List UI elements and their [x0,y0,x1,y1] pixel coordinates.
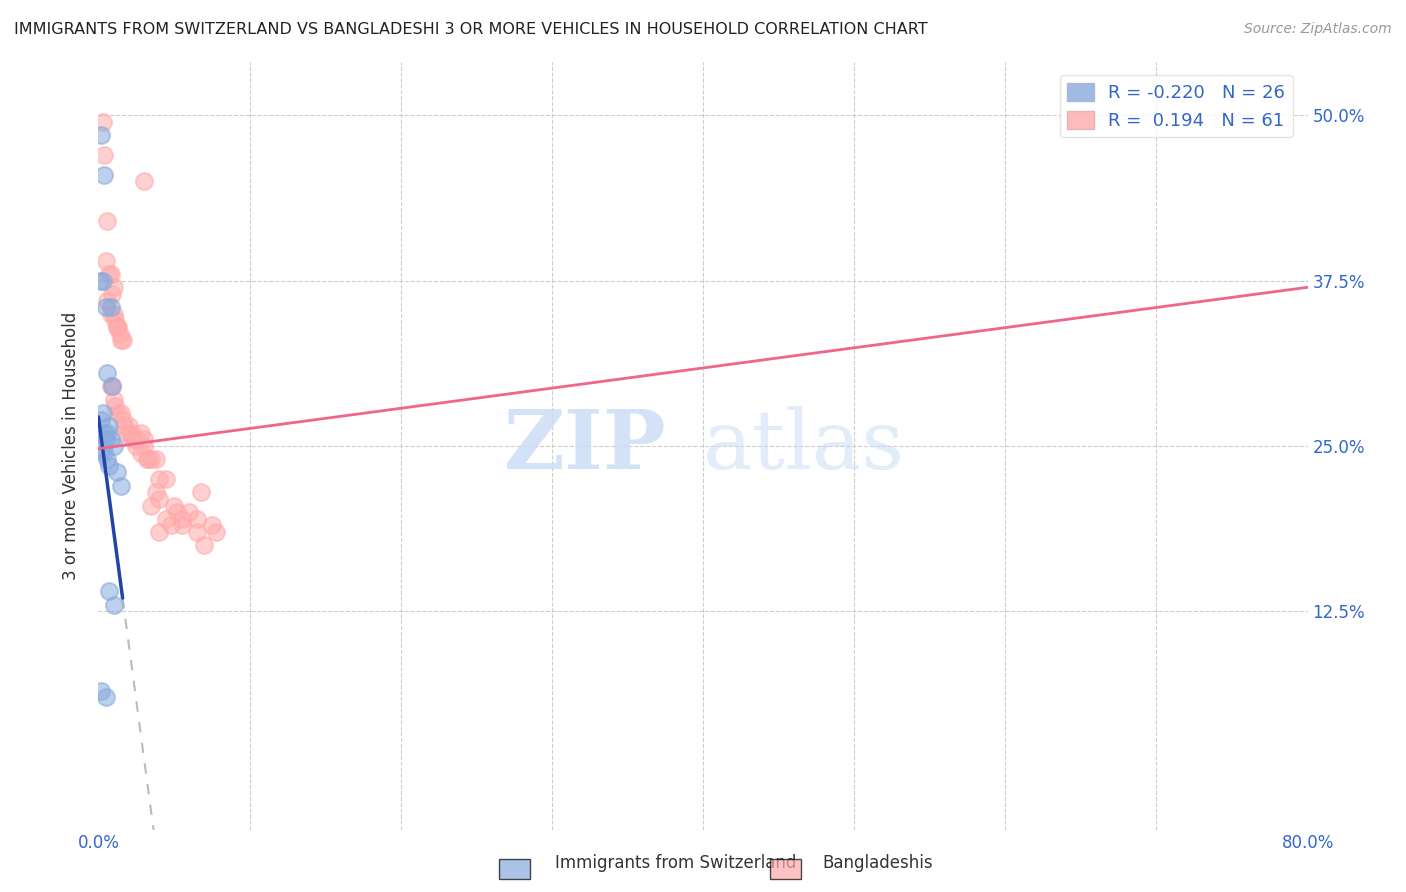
Point [103,392,125,407]
Point [145,485,167,500]
Point [148,524,170,539]
Point [111,412,134,426]
Point [96,366,118,380]
Point [118,425,141,440]
Point [104,400,127,414]
Point [103,280,125,294]
Point [186,512,208,526]
Text: Immigrants from Switzerland: Immigrants from Switzerland [555,855,797,872]
Point [170,518,193,533]
Point [112,419,135,434]
Text: Bangladeshis: Bangladeshis [823,855,934,872]
Point [91,406,114,420]
Point [201,518,224,533]
Text: IMMIGRANTS FROM SWITZERLAND VS BANGLADESHI 3 OR MORE VEHICLES IN HOUSEHOLD CORRE: IMMIGRANTS FROM SWITZERLAND VS BANGLADES… [14,22,928,37]
Point [107,320,129,334]
Text: ZIP: ZIP [505,406,666,486]
Point [98,458,121,473]
Point [91,274,114,288]
Point [170,512,193,526]
Point [96,452,118,467]
Point [98,584,121,599]
Point [90,128,112,143]
Point [148,472,170,486]
Point [100,379,122,393]
Point [100,433,122,447]
Point [101,286,124,301]
Point [205,524,228,539]
Point [100,267,122,281]
Point [100,300,122,314]
Point [91,442,114,456]
Point [141,499,163,513]
Text: atlas: atlas [703,406,905,486]
Point [90,683,112,698]
Point [166,505,188,519]
Point [118,419,141,434]
Point [141,452,163,467]
Point [89,274,111,288]
Point [132,433,155,447]
Point [125,439,148,453]
Point [103,598,125,612]
Point [107,406,129,420]
Point [100,307,122,321]
Point [101,379,124,393]
Point [110,333,132,347]
Point [94,433,117,447]
Point [94,300,117,314]
Point [91,115,114,129]
Point [114,425,136,440]
Legend: R = -0.220   N = 26, R =  0.194   N = 61: R = -0.220 N = 26, R = 0.194 N = 61 [1060,75,1292,137]
Point [98,419,121,434]
Point [193,538,215,552]
Point [148,491,170,506]
Point [103,439,125,453]
Text: Source: ZipAtlas.com: Source: ZipAtlas.com [1244,22,1392,37]
Point [104,313,127,327]
Point [93,445,115,459]
Point [155,512,177,526]
Point [129,445,152,459]
Point [110,406,132,420]
Point [111,333,134,347]
Point [103,307,125,321]
Point [96,293,118,308]
Point [132,174,155,188]
Point [96,425,118,440]
Point [93,425,115,440]
Point [132,439,155,453]
Point [101,379,124,393]
Y-axis label: 3 or more Vehicles in Household: 3 or more Vehicles in Household [62,312,80,580]
Point [121,425,143,440]
Point [105,320,128,334]
Point [129,425,152,440]
Point [90,412,112,426]
Point [160,518,183,533]
Point [121,433,143,447]
Point [145,452,167,467]
Point [93,168,115,182]
Point [125,433,148,447]
Point [136,452,159,467]
Point [110,478,132,492]
Point [98,267,121,281]
Point [105,320,128,334]
Point [94,253,117,268]
Point [190,485,212,500]
Point [186,524,208,539]
Point [135,452,157,467]
Point [94,690,117,705]
Point [163,499,186,513]
Point [155,472,177,486]
Point [179,505,201,519]
Point [108,326,131,341]
Point [105,466,128,480]
Point [93,148,115,162]
Point [96,214,118,228]
